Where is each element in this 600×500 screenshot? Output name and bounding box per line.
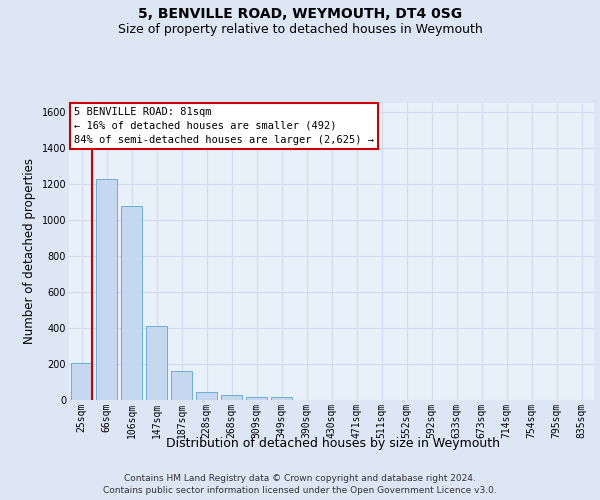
Bar [71,363,92,400]
Text: Distribution of detached houses by size in Weymouth: Distribution of detached houses by size … [166,438,500,450]
Bar [121,206,142,400]
Bar [171,371,192,400]
Bar [221,395,242,400]
Bar [246,397,267,400]
Text: Contains HM Land Registry data © Crown copyright and database right 2024.: Contains HM Land Registry data © Crown c… [124,474,476,483]
Bar [96,179,117,400]
Y-axis label: Number of detached properties: Number of detached properties [23,158,36,344]
Text: Size of property relative to detached houses in Weymouth: Size of property relative to detached ho… [118,22,482,36]
Text: 5 BENVILLE ROAD: 81sqm
← 16% of detached houses are smaller (492)
84% of semi-de: 5 BENVILLE ROAD: 81sqm ← 16% of detached… [74,107,374,145]
Bar [146,326,167,400]
Text: Contains public sector information licensed under the Open Government Licence v3: Contains public sector information licen… [103,486,497,495]
Bar [196,392,217,400]
Text: 5, BENVILLE ROAD, WEYMOUTH, DT4 0SG: 5, BENVILLE ROAD, WEYMOUTH, DT4 0SG [138,8,462,22]
Bar [271,398,292,400]
